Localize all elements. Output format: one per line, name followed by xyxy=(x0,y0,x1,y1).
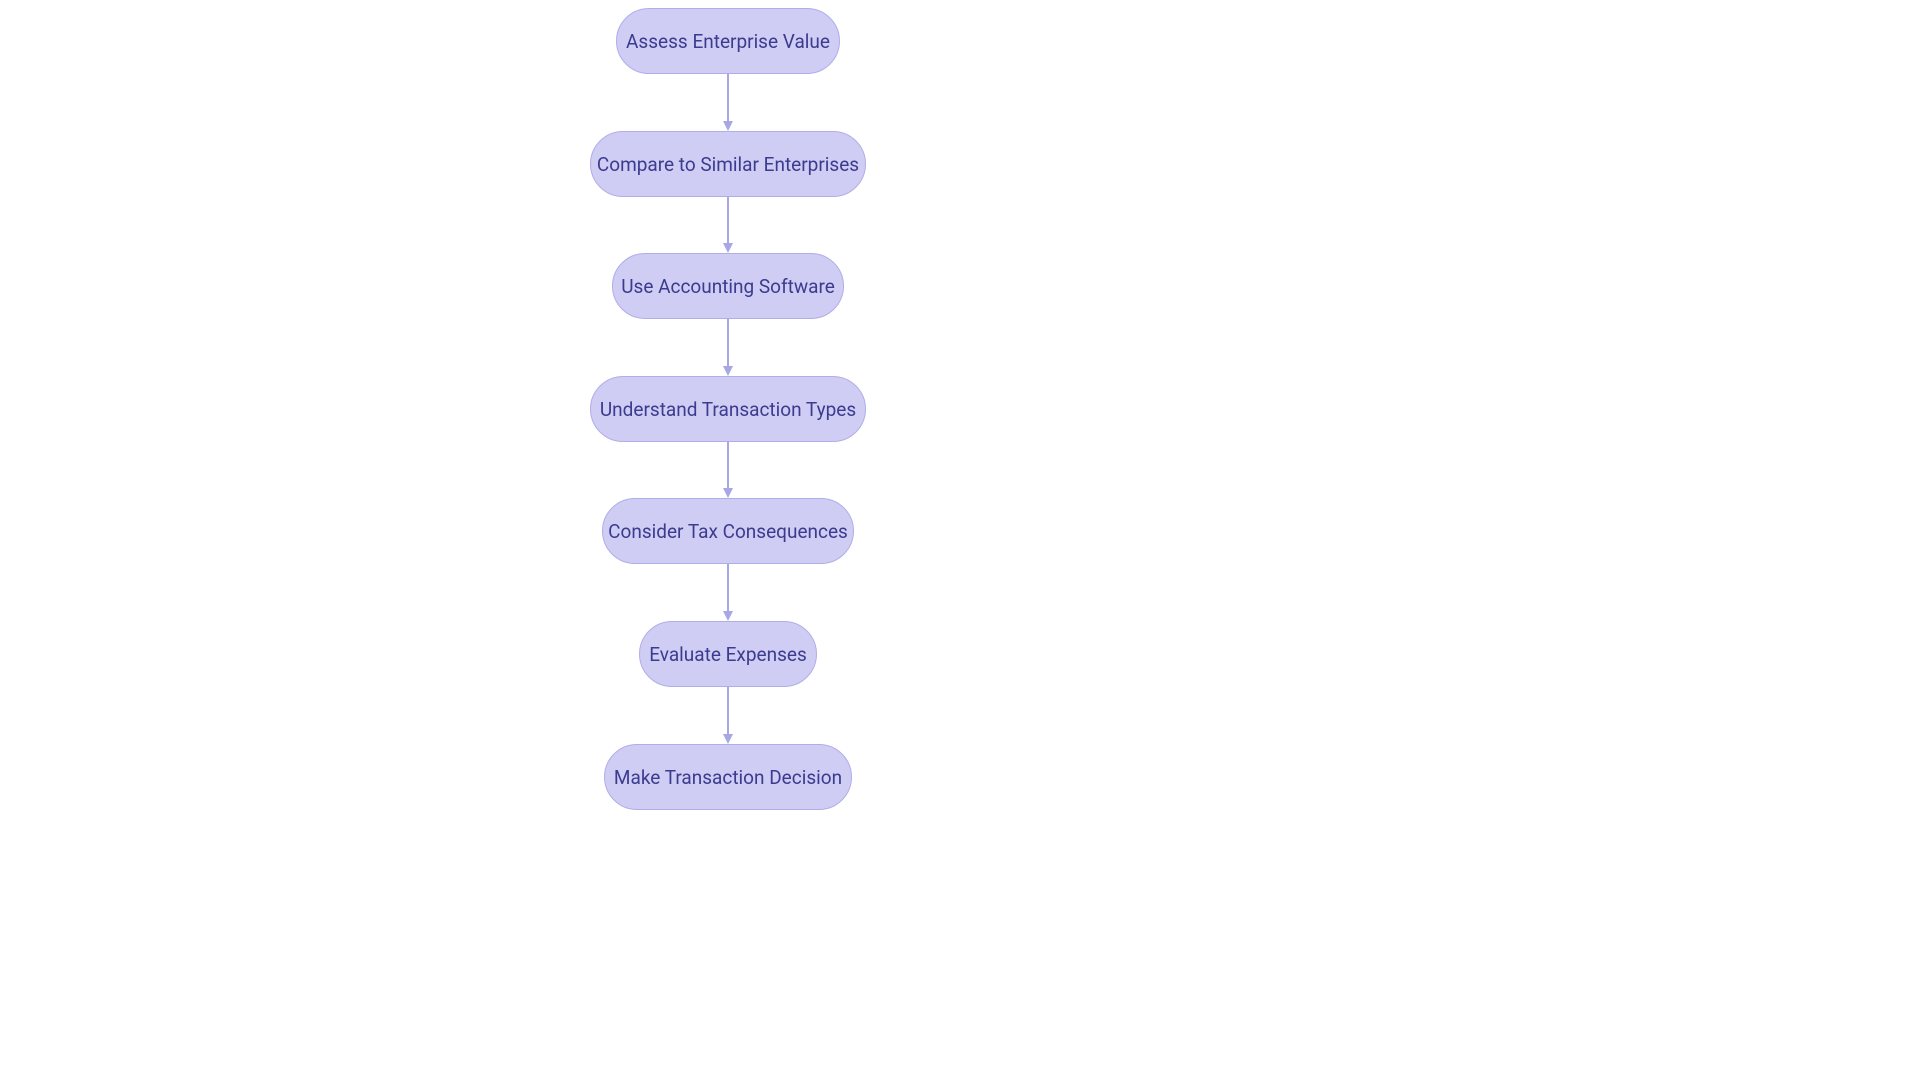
flowchart-node-label: Compare to Similar Enterprises xyxy=(597,153,859,176)
flowchart-node-label: Use Accounting Software xyxy=(621,275,835,298)
flowchart-node-label: Assess Enterprise Value xyxy=(626,30,830,53)
flowchart-node-label: Consider Tax Consequences xyxy=(608,520,848,543)
flowchart-node: Evaluate Expenses xyxy=(639,621,817,687)
flowchart-node-label: Understand Transaction Types xyxy=(600,398,856,421)
flowchart-node: Assess Enterprise Value xyxy=(616,8,840,74)
flowchart-node-label: Evaluate Expenses xyxy=(649,643,807,666)
flowchart-node: Compare to Similar Enterprises xyxy=(590,131,866,197)
flowchart-container: Assess Enterprise Value Compare to Simila… xyxy=(0,0,1920,1080)
flowchart-node: Make Transaction Decision xyxy=(604,744,852,810)
flowchart-node: Consider Tax Consequences xyxy=(602,498,854,564)
flowchart-node: Use Accounting Software xyxy=(612,253,844,319)
flowchart-node: Understand Transaction Types xyxy=(590,376,866,442)
flowchart-node-label: Make Transaction Decision xyxy=(614,766,842,789)
flowchart-arrows xyxy=(0,0,1920,1080)
